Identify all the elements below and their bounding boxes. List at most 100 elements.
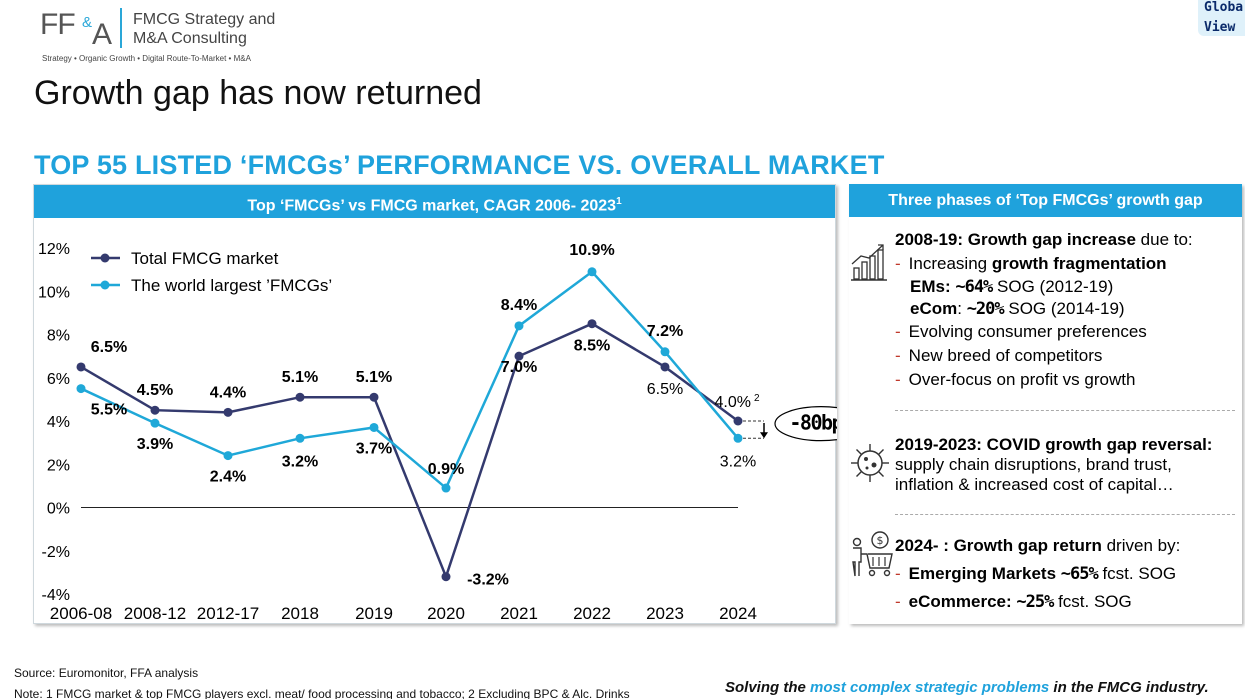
logo-amp: & — [82, 14, 93, 31]
market-data-label: 6.5% — [647, 381, 683, 398]
fmcg-data-point — [295, 433, 305, 443]
fmcg-data-point — [441, 483, 451, 493]
phase1-ems-label: EMs: — [910, 277, 956, 296]
virus-icon — [851, 444, 889, 482]
phase3-b1-rest: fcst. SOG — [1097, 564, 1177, 583]
phase1-ems-rest: SOG (2012-19) — [992, 277, 1114, 296]
fmcg-data-point — [514, 321, 524, 331]
y-tick-label: 12% — [38, 241, 70, 258]
fmcg-data-label: 5.5% — [91, 402, 127, 419]
legend-market-marker — [100, 253, 110, 263]
fmcg-data-point — [660, 347, 670, 357]
tagline-highlight: most complex strategic problems — [810, 679, 1050, 696]
x-tick-label: 2012-17 — [197, 604, 259, 623]
phase3-b1-value: ~65% — [1060, 564, 1099, 584]
chart-header-text: Top ‘FMCGs’ vs FMCG market, CAGR 2006- 2… — [247, 197, 617, 215]
phase1-bullet-preferences: - Evolving consumer preferences — [895, 322, 1147, 341]
market-data-label: 5.1% — [282, 369, 318, 386]
source-note: Source: Euromonitor, FFA analysis — [14, 666, 199, 680]
global-view-line2: View — [1204, 20, 1236, 35]
phase1-b3: New breed of competitors — [908, 346, 1103, 365]
footnote: Note: 1 FMCG market & top FMCG players e… — [14, 687, 630, 699]
phase2-line2: supply chain disruptions, brand trust, — [895, 455, 1172, 474]
phase1-ecom-line: eCom: ~20% SOG (2014-19) — [895, 298, 1240, 320]
y-tick-label: 8% — [47, 328, 70, 345]
market-data-label: 4.4% — [210, 384, 246, 401]
phase1-ecom-value: ~20% — [966, 299, 1005, 319]
y-tick-label: 6% — [47, 371, 70, 388]
y-tick-label: 0% — [47, 501, 70, 518]
chart-header: Top ‘FMCGs’ vs FMCG market, CAGR 2006- 2… — [34, 185, 835, 218]
y-tick-label: -4% — [42, 587, 70, 604]
market-data-point — [587, 319, 597, 329]
phase-separator-1 — [895, 410, 1235, 411]
gap-callout-bubble — [774, 406, 837, 442]
logo-ff: FF — [40, 8, 76, 41]
fmcg-data-label: 3.7% — [356, 440, 392, 457]
phase1-ecom-colon: : — [957, 299, 967, 318]
tagline-pre: Solving the — [725, 679, 811, 696]
x-tick-label: 2018 — [281, 604, 319, 623]
market-data-point — [295, 392, 305, 402]
phase3-b2-rest: fcst. SOG — [1053, 592, 1132, 611]
x-tick-label: 2008-12 — [124, 604, 186, 623]
phase1-b4: Over-focus on profit vs growth — [908, 370, 1136, 389]
legend-fmcg-marker — [100, 280, 110, 290]
phase1-ems-value: ~64% — [955, 277, 993, 297]
phase1-title-rest: due to: — [1135, 230, 1193, 249]
market-data-point — [369, 392, 379, 402]
market-data-point — [150, 405, 160, 415]
phase-3: 2024- : Growth gap return driven by: - Em… — [895, 532, 1240, 616]
market-data-point — [733, 416, 743, 426]
phase3-b1-bold: Emerging Markets — [908, 564, 1061, 583]
global-view-button[interactable]: Globa View — [1198, 0, 1245, 36]
market-data-point — [223, 407, 233, 417]
phase3-title: 2024- : Growth gap return — [895, 536, 1102, 555]
market-data-label: 6.5% — [91, 339, 127, 356]
fmcg-data-label: 0.9% — [428, 461, 464, 478]
fmcg-data-point — [733, 433, 743, 443]
fmcg-data-label: 3.2% — [720, 453, 756, 470]
x-tick-label: 2019 — [355, 604, 393, 623]
phase3-bullet-ecom: - eCommerce: ~25% fcst. SOG — [895, 592, 1132, 612]
phase1-b1-pre: Increasing — [908, 254, 992, 273]
x-tick-label: 2024 — [719, 604, 757, 623]
chart-panel: -4% -2% 0% 2% 4% 6% 8% 10% 12% 2006-08 2008-12 2012… — [33, 184, 837, 624]
x-tick-label: 2006-08 — [50, 604, 112, 623]
logo-tagline: Strategy • Organic Growth • Digital Rout… — [42, 54, 251, 63]
x-tick-label: 2021 — [500, 604, 538, 623]
phase1-ecom-label: eCom — [910, 299, 958, 318]
legend-market-label: Total FMCG market — [131, 249, 279, 268]
phase1-bullet-profit: - Over-focus on profit vs growth — [895, 370, 1136, 389]
logo-divider — [120, 8, 122, 48]
fmcg-data-label: 10.9% — [569, 242, 614, 259]
phase-1: 2008-19: Growth gap increase due to: - In… — [895, 228, 1240, 392]
phase2-title: 2019-2023: COVID growth gap reversal: — [895, 435, 1213, 454]
phases-header: Three phases of ‘Top FMCGs’ growth gap — [849, 184, 1242, 217]
gap-callout-label: -80bps — [789, 411, 837, 435]
global-view-line1: Globa — [1204, 0, 1244, 15]
x-tick-label: 2020 — [427, 604, 465, 623]
fmcg-series-line — [80, 270, 739, 491]
market-data-point — [441, 572, 451, 582]
page-title: Growth gap has now returned — [34, 74, 482, 112]
last-label-superscript: 2 — [754, 393, 760, 404]
fmcg-data-point — [150, 418, 160, 428]
legend-fmcg-label: The world largest ’FMCGs’ — [131, 276, 332, 295]
market-data-label: 4.0% — [715, 394, 751, 411]
market-series-line — [80, 322, 739, 581]
y-tick-label: 10% — [38, 284, 70, 301]
x-tick-label: 2023 — [646, 604, 684, 623]
y-tick-label: -2% — [42, 544, 70, 561]
y-tick-label: 4% — [47, 414, 70, 431]
fmcg-data-label: 3.9% — [137, 436, 173, 453]
phase3-bullet-em: - Emerging Markets ~65% fcst. SOG — [895, 564, 1177, 584]
phase1-ems-line: EMs: ~64% SOG (2012-19) — [895, 276, 1240, 298]
market-data-label: -3.2% — [467, 572, 509, 589]
x-tick-label: 2022 — [573, 604, 611, 623]
logo-a: A — [92, 18, 113, 51]
phase1-b2: Evolving consumer preferences — [908, 322, 1147, 341]
fmcg-data-point — [587, 267, 597, 277]
phase2-line3: inflation & increased cost of capital… — [895, 475, 1174, 494]
gap-arrow-head — [760, 432, 768, 439]
